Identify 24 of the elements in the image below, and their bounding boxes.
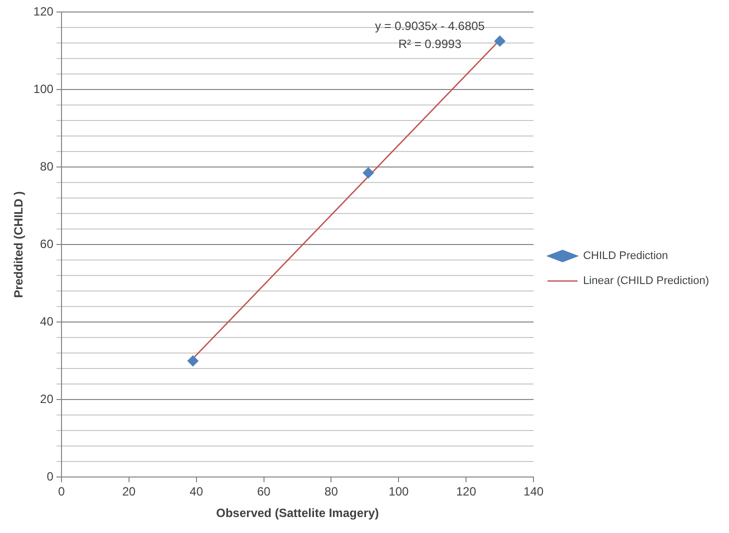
annotation: y = 0.9035x - 4.6805: [374, 18, 486, 33]
legend-label: Linear (CHILD Prediction): [583, 275, 709, 288]
y-tick-label: 40: [40, 314, 54, 328]
y-axis-title: Preddited (CHILD ): [12, 191, 26, 298]
x-tick-label: 40: [190, 484, 204, 499]
y-tick-label: 80: [40, 159, 54, 174]
point: [362, 167, 374, 178]
x-axis-title: Observed (Sattelite Imagery): [216, 506, 379, 520]
y-tick-label: 20: [40, 392, 54, 406]
x-tick-label: 100: [388, 484, 409, 499]
x-tick-label: 60: [257, 484, 271, 499]
point: [187, 355, 198, 366]
y-tick-label: 0: [46, 470, 54, 484]
x-tick-label: 20: [122, 484, 136, 499]
y-tick-label: 60: [40, 236, 54, 251]
y-tick-label: 100: [33, 82, 54, 96]
point: [494, 36, 506, 47]
x-tick-label: 0: [58, 484, 66, 499]
x-tick-label: 120: [456, 484, 476, 499]
annotation: R² = 0.9993: [398, 36, 462, 51]
x-tick-label: 140: [524, 484, 544, 499]
x-tick-label: 80: [324, 484, 338, 499]
y-tick-label: 120: [33, 4, 54, 18]
legend-label: CHILD Prediction: [583, 250, 668, 262]
